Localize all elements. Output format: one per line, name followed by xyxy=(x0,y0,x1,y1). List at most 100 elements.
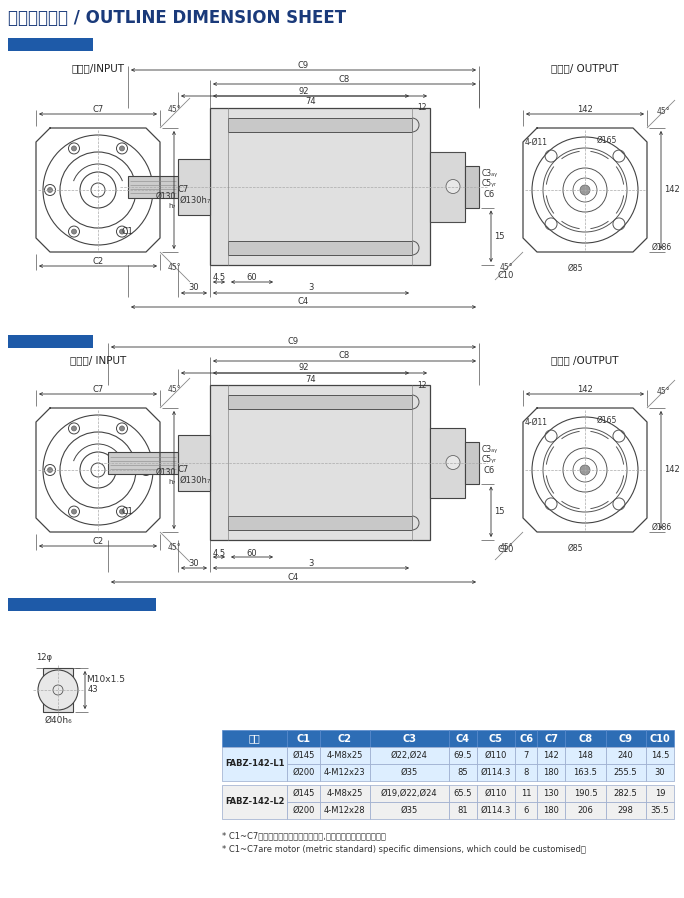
Text: C7: C7 xyxy=(92,105,103,115)
Circle shape xyxy=(446,455,460,470)
Text: 69.5: 69.5 xyxy=(453,751,472,760)
Text: 180: 180 xyxy=(543,768,559,777)
Bar xyxy=(449,730,477,747)
Bar xyxy=(178,159,210,215)
Text: 60: 60 xyxy=(247,549,257,558)
Text: 142: 142 xyxy=(577,385,593,394)
Text: FABZ-142-L1: FABZ-142-L1 xyxy=(14,40,88,49)
Bar xyxy=(210,108,430,265)
Bar xyxy=(537,730,565,747)
Text: FABZ-142-L1: FABZ-142-L1 xyxy=(225,760,285,769)
Text: 60: 60 xyxy=(247,274,257,283)
Text: 74: 74 xyxy=(306,374,316,383)
Text: 45°: 45° xyxy=(499,543,513,552)
Text: Ø130h₇: Ø130h₇ xyxy=(180,196,211,205)
Text: M10x1.5: M10x1.5 xyxy=(86,675,125,684)
Text: C9: C9 xyxy=(288,338,299,347)
Text: C10: C10 xyxy=(497,270,514,279)
Text: 81: 81 xyxy=(458,806,468,815)
Text: 92: 92 xyxy=(299,86,309,95)
Text: 7: 7 xyxy=(523,751,529,760)
Text: 输入端/ INPUT: 输入端/ INPUT xyxy=(70,355,126,365)
Circle shape xyxy=(144,468,148,472)
Text: 35.5: 35.5 xyxy=(650,806,669,815)
Circle shape xyxy=(580,185,590,195)
Bar xyxy=(449,802,477,819)
Circle shape xyxy=(47,468,53,472)
Bar xyxy=(605,747,646,764)
Bar xyxy=(228,516,412,530)
Text: 19: 19 xyxy=(655,789,665,798)
Bar xyxy=(430,152,465,222)
Text: 45°: 45° xyxy=(657,108,670,117)
Text: C7: C7 xyxy=(177,465,188,474)
Text: 45°: 45° xyxy=(499,263,513,272)
Text: C7: C7 xyxy=(177,186,188,195)
Bar xyxy=(515,785,537,802)
Text: C3: C3 xyxy=(402,734,417,744)
Text: Ø186: Ø186 xyxy=(652,242,672,251)
Text: Ø165: Ø165 xyxy=(597,416,618,425)
Text: 3: 3 xyxy=(308,284,314,293)
Text: 输出端/ OUTPUT: 输出端/ OUTPUT xyxy=(551,63,619,73)
Circle shape xyxy=(72,229,77,234)
Text: 4-Ø11: 4-Ø11 xyxy=(525,137,548,146)
Bar xyxy=(8,335,93,348)
Text: 外形尺寸图表 / OUTLINE DIMENSION SHEET: 外形尺寸图表 / OUTLINE DIMENSION SHEET xyxy=(8,9,346,27)
Text: C2: C2 xyxy=(92,538,103,547)
Bar xyxy=(319,730,370,747)
Text: C9: C9 xyxy=(298,60,309,69)
Bar xyxy=(449,747,477,764)
Text: 3: 3 xyxy=(308,559,314,568)
Text: 12: 12 xyxy=(417,381,427,390)
Text: Ø145: Ø145 xyxy=(292,789,315,798)
Bar xyxy=(477,785,515,802)
Text: C8: C8 xyxy=(339,351,350,360)
Text: C4: C4 xyxy=(298,297,309,306)
Text: C6: C6 xyxy=(519,734,533,744)
Bar xyxy=(287,802,319,819)
Bar xyxy=(178,435,210,490)
Text: 尺寸: 尺寸 xyxy=(249,734,261,744)
Bar xyxy=(465,165,479,207)
Text: C10: C10 xyxy=(650,734,670,744)
Circle shape xyxy=(144,188,148,192)
Text: C7: C7 xyxy=(92,385,103,394)
Bar xyxy=(565,802,605,819)
Text: C1: C1 xyxy=(122,227,134,236)
Text: 输出端 /OUTPUT: 输出端 /OUTPUT xyxy=(551,355,619,365)
Bar xyxy=(287,764,319,781)
Text: 4-M12x23: 4-M12x23 xyxy=(324,768,366,777)
Bar xyxy=(605,730,646,747)
Text: Ø19,Ø22,Ø24: Ø19,Ø22,Ø24 xyxy=(381,789,438,798)
Text: 4.5: 4.5 xyxy=(213,274,226,283)
Bar xyxy=(515,730,537,747)
Text: 74: 74 xyxy=(306,98,316,107)
Text: C4: C4 xyxy=(456,734,470,744)
Text: C10: C10 xyxy=(497,545,514,554)
Bar xyxy=(646,785,674,802)
Text: Ø130h₇: Ø130h₇ xyxy=(180,476,211,485)
Circle shape xyxy=(72,146,77,151)
Bar xyxy=(646,730,674,747)
Text: Ø85: Ø85 xyxy=(567,263,583,272)
Text: C8: C8 xyxy=(339,75,350,84)
Text: C9: C9 xyxy=(619,734,633,744)
Bar xyxy=(605,785,646,802)
Bar xyxy=(222,785,287,819)
Text: 15: 15 xyxy=(494,232,505,241)
Bar xyxy=(537,802,565,819)
Text: 4-M8x25: 4-M8x25 xyxy=(327,789,363,798)
Text: 45°: 45° xyxy=(168,385,182,394)
Bar xyxy=(646,802,674,819)
Bar xyxy=(565,785,605,802)
Text: 15: 15 xyxy=(494,507,505,516)
Bar xyxy=(319,764,370,781)
Bar xyxy=(128,175,178,198)
Bar xyxy=(108,452,178,473)
Text: 8: 8 xyxy=(523,768,529,777)
Text: 45°: 45° xyxy=(168,263,182,272)
Bar xyxy=(515,747,537,764)
Text: 206: 206 xyxy=(577,806,593,815)
Text: 12: 12 xyxy=(417,103,427,112)
